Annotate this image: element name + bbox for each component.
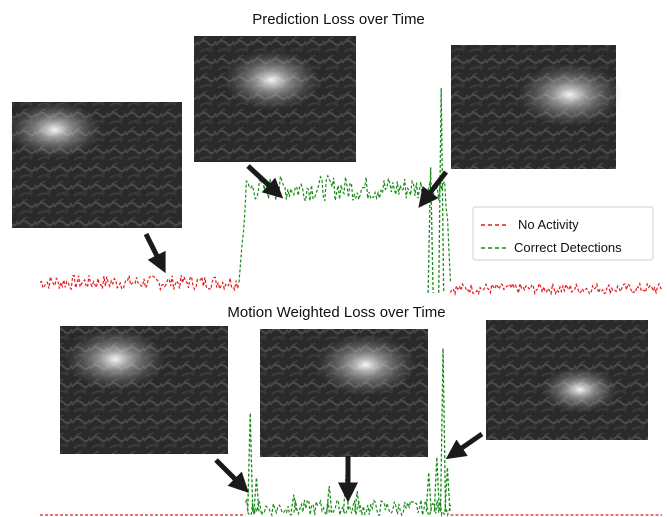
arrow-6 <box>445 431 484 460</box>
series-no-activity-line-2 <box>449 281 663 297</box>
series-correct-detections-peak-7 <box>425 472 432 512</box>
arrow-1 <box>143 232 166 274</box>
series-correct-detections-peak-2 <box>253 477 260 512</box>
thumbnail-bottom-center-subject-glow <box>315 334 417 396</box>
series-no-activity-line-1 <box>39 274 240 292</box>
thumbnail-top-center <box>194 36 356 162</box>
arrow-4 <box>214 458 249 493</box>
legend-box <box>472 206 654 261</box>
arrow-3 <box>418 170 448 208</box>
thumbnail-top-left <box>6 101 182 228</box>
bottom-chart-title: Motion Weighted Loss over Time <box>227 304 446 321</box>
series-correct-detections-peak-9 <box>439 348 447 512</box>
thumbnail-bottom-right <box>486 320 648 440</box>
thumbnail-bottom-left <box>60 326 228 454</box>
thumbnail-top-right-subject-glow <box>517 62 623 127</box>
series-correct-detections-peak-8 <box>433 457 440 512</box>
series-correct-detections-peak-2 <box>427 167 434 293</box>
thumbnail-bottom-right-subject-glow <box>541 366 619 413</box>
arrows <box>143 164 484 503</box>
top-chart-title: Prediction Loss over Time <box>252 11 425 28</box>
series-correct-detections-peak-10 <box>444 467 451 512</box>
series-correct-detections-peak-3 <box>290 494 297 512</box>
thumbnail-bottom-center <box>260 329 428 457</box>
legend: No Activity Correct Detections <box>472 206 654 261</box>
thumbnail-top-left-subject-glow <box>6 101 103 158</box>
top-chart-plot <box>39 87 663 297</box>
series-correct-detections-peak-1 <box>247 412 254 512</box>
series-correct-detections-peak-4 <box>326 486 333 512</box>
thumbnail-bottom-left-subject-glow <box>65 328 166 390</box>
thumbnail-top-right <box>451 45 623 169</box>
legend-label-no-activity: No Activity <box>518 217 579 232</box>
arrow-2 <box>246 164 284 199</box>
legend-label-correct-detections: Correct Detections <box>514 240 622 255</box>
thumbnails <box>6 36 648 457</box>
thumbnail-top-center-subject-glow <box>223 49 321 111</box>
series-correct-detections-line-1 <box>238 174 452 283</box>
series-correct-detections-peak-1 <box>438 87 445 293</box>
